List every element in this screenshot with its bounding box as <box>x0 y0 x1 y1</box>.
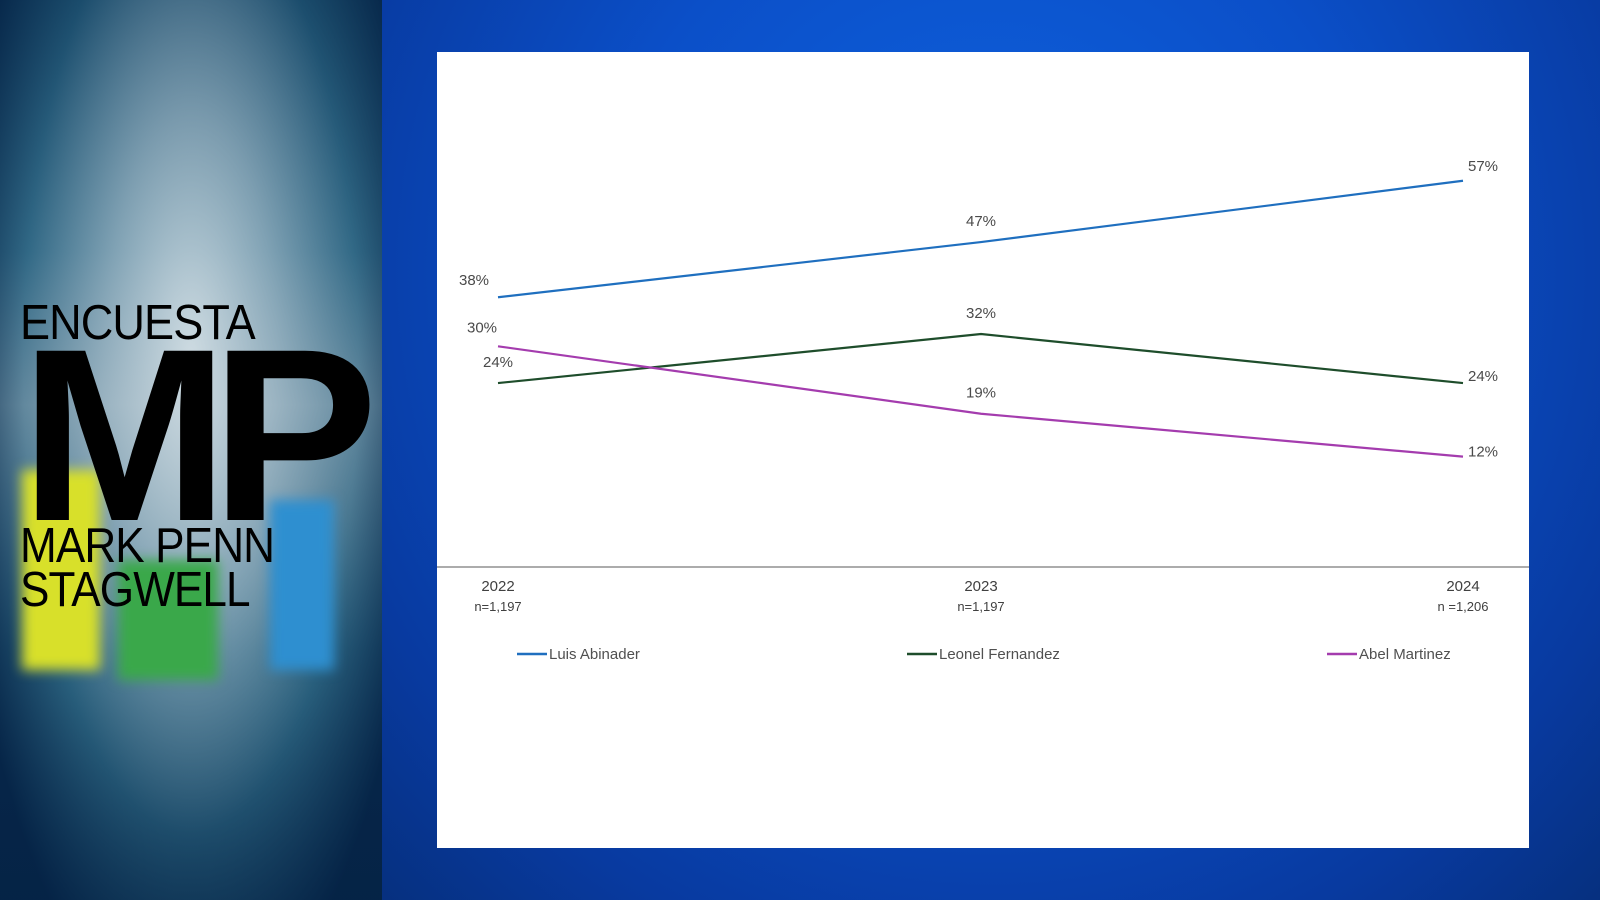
data-label-leonel-fernandez-2022: 24% <box>483 354 513 371</box>
mark-penn-logo: ENCUESTA MP MARK PENN STAGWELL <box>20 296 378 617</box>
x-tick-label-2024: 2024 <box>1446 578 1479 595</box>
legend-label-leonel-fernandez: Leonel Fernandez <box>939 646 1060 663</box>
logo-stagwell-text: STAGWELL <box>20 563 251 617</box>
logo-encuesta-text: ENCUESTA <box>20 296 256 350</box>
branding-panel: ENCUESTA MP MARK PENN STAGWELL <box>0 0 382 900</box>
background-bar-yellow <box>22 470 100 670</box>
sample-size-label-2024: n =1,206 <box>1438 599 1489 614</box>
data-label-leonel-fernandez-2024: 24% <box>1468 368 1498 385</box>
data-label-luis-abinader-2022: 38% <box>459 272 489 289</box>
data-label-abel-martinez-2023: 19% <box>966 385 996 402</box>
sample-size-label-2022: n=1,197 <box>474 599 521 614</box>
legend-label-abel-martinez: Abel Martinez <box>1359 646 1451 663</box>
legend-item-abel-martinez: Abel Martinez <box>1327 646 1451 663</box>
series-line-abel-martinez <box>497 345 1464 458</box>
background-bar-blue <box>270 500 334 670</box>
data-label-luis-abinader-2024: 57% <box>1468 158 1498 175</box>
legend-item-luis-abinader: Luis Abinader <box>517 646 640 663</box>
series-line-leonel-fernandez <box>497 332 1464 385</box>
logo-mark-penn-text: MARK PENN <box>20 519 275 573</box>
series-layer <box>497 179 1464 458</box>
legend-item-leonel-fernandez: Leonel Fernandez <box>907 646 1060 663</box>
data-label-layer: 38% 47% 57% 24% 32% 24% 30% 19% 12% <box>459 158 1498 461</box>
data-label-abel-martinez-2022: 30% <box>467 319 497 336</box>
logo-mp-letters: MP <box>20 298 378 573</box>
data-label-leonel-fernandez-2023: 32% <box>966 305 996 322</box>
x-tick-label-2023: 2023 <box>964 578 997 595</box>
chart-card: 38% 47% 57% 24% 32% 24% 30% 19% 12% 2022 n=1,197 2… <box>437 52 1529 848</box>
sample-size-label-2023: n=1,197 <box>957 599 1004 614</box>
series-line-luis-abinader <box>497 179 1464 299</box>
data-label-luis-abinader-2023: 47% <box>966 213 996 230</box>
legend-label-luis-abinader: Luis Abinader <box>549 646 640 663</box>
data-label-abel-martinez-2024: 12% <box>1468 444 1498 461</box>
background-bar-green <box>118 560 218 680</box>
x-tick-layer: 2022 n=1,197 2023 n=1,197 2024 n =1,206 <box>474 578 1488 614</box>
legend: Luis Abinader Leonel Fernandez Abel Martin… <box>517 646 1451 663</box>
line-chart: 38%47%57%24%32%24%30%19%12% 2022n=1,1972… <box>437 158 1529 663</box>
x-tick-label-2022: 2022 <box>481 578 514 595</box>
